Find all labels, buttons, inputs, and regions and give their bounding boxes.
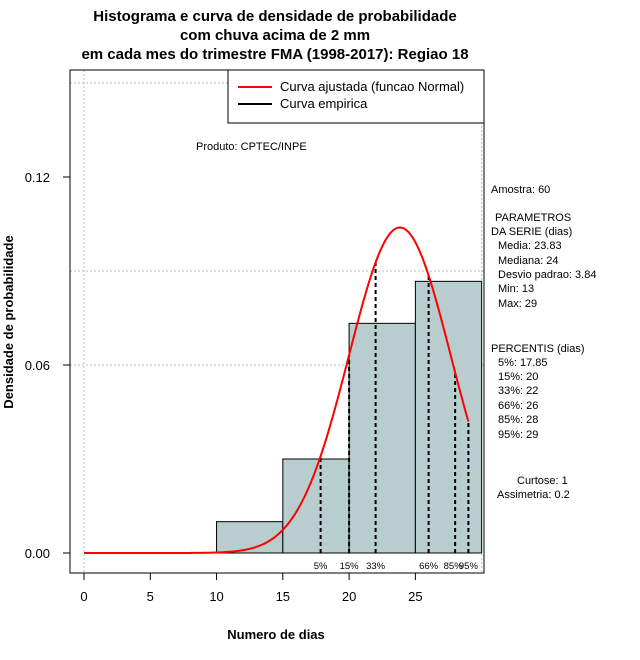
percentile-labels: 5% 15% 33% 66% 85%95%: [314, 561, 479, 572]
percentile-label-1: 15%: [340, 561, 360, 572]
histogram-bar-3: [414, 280, 483, 554]
parametros-subtitle: DA SERIE (dias): [491, 226, 572, 238]
legend-box: [227, 69, 485, 124]
desvio-label: Desvio padrao: 3.84: [498, 269, 596, 281]
legend: Curva ajustada (funcao Normal) Curva emp…: [227, 69, 485, 124]
p15-label: 15%: 20: [498, 371, 538, 383]
x-axis: 0 5 10 15 20 25: [80, 572, 423, 604]
amostra-label: Amostra: 60: [491, 184, 550, 196]
y-axis-title: Densidade de probabilidade: [1, 235, 16, 408]
y-tick-label-2: 0.12: [25, 170, 50, 185]
chart-title-line-2: com chuva acima de 2 mm: [180, 27, 370, 44]
legend-label-empirical: Curva empirica: [280, 96, 368, 111]
parametros-title: PARAMETROS: [495, 212, 571, 224]
x-tick-label-4: 20: [342, 589, 356, 604]
mediana-label: Mediana: 24: [498, 255, 559, 267]
curtose-label: Curtose: 1: [517, 475, 568, 487]
histogram-bar-1: [282, 458, 350, 554]
media-label: Media: 23.83: [498, 240, 562, 252]
p85-label: 85%: 28: [498, 414, 538, 426]
x-tick-label-5: 25: [408, 589, 422, 604]
p5-label: 5%: 17.85: [498, 357, 548, 369]
percentile-label-3: 66%: [419, 561, 439, 572]
normal-fit-curve: [84, 226, 470, 554]
percentile-label-5: 95%: [459, 561, 479, 572]
x-tick-label-2: 10: [209, 589, 223, 604]
y-axis: 0.00 0.06 0.12: [25, 170, 71, 561]
produto-label: Produto: CPTEC/INPE: [196, 141, 307, 153]
legend-label-fit: Curva ajustada (funcao Normal): [280, 79, 464, 94]
p95-label: 95%: 29: [498, 429, 538, 441]
percentile-lines: [319, 262, 470, 553]
x-tick-label-3: 15: [276, 589, 290, 604]
y-tick-label-1: 0.06: [25, 358, 50, 373]
min-label: Min: 13: [498, 283, 534, 295]
max-label: Max: 29: [498, 298, 537, 310]
statistics-panel: Amostra: 60 PARAMETROS DA SERIE (dias) M…: [491, 184, 596, 501]
p66-label: 66%: 26: [498, 400, 538, 412]
chart-title-line-3: em cada mes do trimestre FMA (1998-2017)…: [81, 46, 468, 63]
percentile-label-0: 5%: [314, 561, 328, 572]
chart-title-line-1: Histograma e curva de densidade de proba…: [93, 8, 456, 25]
assimetria-label: Assimetria: 0.2: [497, 489, 570, 501]
percentile-label-2: 33%: [366, 561, 386, 572]
y-tick-label-0: 0.00: [25, 546, 50, 561]
percentile-label-4: 85%: [444, 561, 464, 572]
x-tick-label-0: 0: [80, 589, 87, 604]
p33-label: 33%: 22: [498, 385, 538, 397]
histogram-bar-2: [348, 322, 416, 554]
percentis-title: PERCENTIS (dias): [491, 343, 585, 355]
x-tick-label-1: 5: [147, 589, 154, 604]
x-axis-title: Numero de dias: [227, 627, 325, 642]
